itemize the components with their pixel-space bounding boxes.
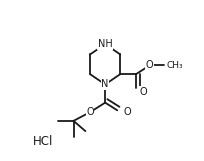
Text: NH: NH [98, 39, 113, 49]
Text: CH₃: CH₃ [167, 61, 183, 70]
Text: O: O [140, 87, 148, 97]
Text: HCl: HCl [33, 135, 54, 148]
Text: O: O [86, 107, 94, 117]
Text: O: O [146, 61, 153, 71]
Text: O: O [123, 107, 131, 117]
Text: N: N [101, 80, 109, 90]
